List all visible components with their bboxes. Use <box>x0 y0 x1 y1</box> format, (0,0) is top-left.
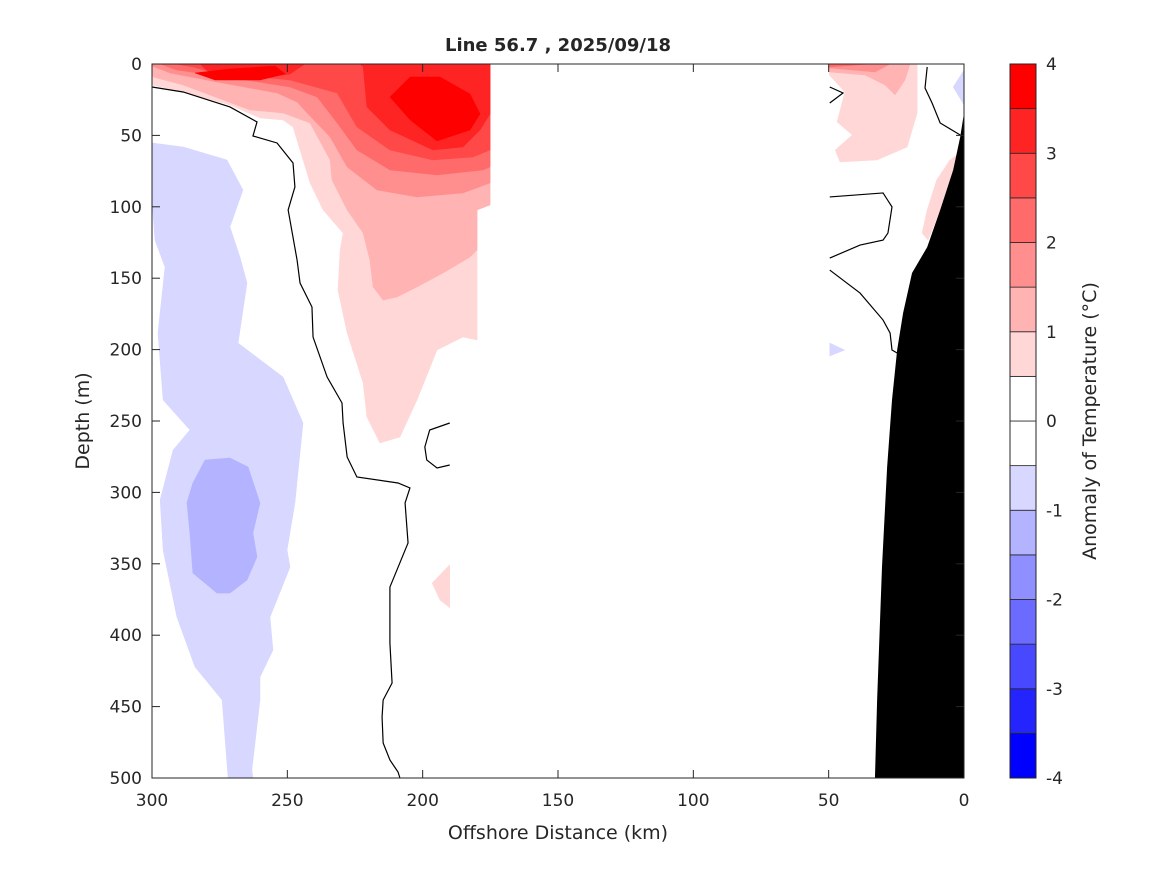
colorbar-swatch <box>1009 554 1037 600</box>
y-tick-label: 300 <box>110 483 142 503</box>
x-tick-label: 300 <box>136 791 168 811</box>
colorbar-swatch <box>1009 465 1037 511</box>
colorbar-swatch <box>1009 375 1037 422</box>
colorbar-swatch <box>1009 643 1037 690</box>
colorbar-tick-label: -1 <box>1046 501 1063 521</box>
colorbar-tick-label: -4 <box>1046 769 1063 789</box>
x-tick-label: 200 <box>406 791 438 811</box>
colorbar-frame <box>1009 63 1037 779</box>
colorbar-swatch <box>1009 242 1037 288</box>
y-tick-label: 250 <box>110 412 142 432</box>
colorbar-tick-label: 2 <box>1046 234 1057 254</box>
contour-region-14 <box>829 342 846 357</box>
zero-contour-line-0 <box>151 86 411 779</box>
y-tick-label: 100 <box>110 198 142 218</box>
colorbar-tick-label: -3 <box>1046 680 1063 700</box>
zero-contour-line-2 <box>829 86 845 104</box>
y-tick-label: 450 <box>110 698 142 718</box>
seafloor-land <box>874 112 964 778</box>
chart-title: Line 56.7 , 2025/09/18 <box>445 35 671 56</box>
x-axis-label: Offshore Distance (km) <box>448 822 668 844</box>
colorbar-swatch <box>1009 152 1037 199</box>
y-tick-label: 500 <box>110 769 142 789</box>
y-tick-label: 350 <box>110 555 142 575</box>
colorbar-tick-label: 1 <box>1046 323 1057 343</box>
contour-region-2 <box>186 457 261 594</box>
axis-ticks: 300 250 200 150 100 50 00501001502002503003504… <box>110 55 970 811</box>
colorbar-label: Anomaly of Temperature (°C) <box>1079 282 1101 560</box>
x-tick-label: 100 <box>677 791 709 811</box>
y-tick-label: 0 <box>131 55 142 75</box>
colorbar: 4 3 2 1 0 -1 -2 -3 -4 <box>1009 55 1063 789</box>
y-tick-label: 200 <box>110 341 142 361</box>
y-tick-label: 50 <box>120 126 142 146</box>
filled-contours <box>151 63 965 779</box>
colorbar-swatch <box>1009 63 1037 110</box>
colorbar-swatch <box>1009 197 1037 243</box>
colorbar-swatch <box>1009 331 1037 377</box>
x-tick-label: 150 <box>542 791 574 811</box>
colorbar-swatch <box>1009 688 1037 734</box>
zero-contour-line-4 <box>829 269 898 354</box>
x-tick-label: 250 <box>271 791 303 811</box>
zero-contour-lines <box>151 66 961 779</box>
colorbar-swatch <box>1009 599 1037 645</box>
x-tick-label: 50 <box>818 791 840 811</box>
colorbar-tick-label: 0 <box>1046 412 1057 432</box>
y-tick-label: 400 <box>110 626 142 646</box>
colorbar-swatch <box>1009 509 1037 556</box>
colorbar-swatch <box>1009 732 1037 779</box>
colorbar-tick-label: -2 <box>1046 591 1063 611</box>
x-tick-label: 0 <box>959 791 970 811</box>
zero-contour-line-3 <box>829 192 893 259</box>
colorbar-swatch <box>1009 420 1037 467</box>
y-tick-label: 150 <box>110 269 142 289</box>
contour-region-13 <box>828 322 897 624</box>
bathymetry-land <box>874 112 964 778</box>
y-axis-label: Depth (m) <box>72 372 94 469</box>
contour-region-4 <box>431 564 450 609</box>
contour-region-19 <box>828 63 911 96</box>
contour-region-11 <box>194 65 286 81</box>
zero-contour-line-5 <box>924 66 961 136</box>
colorbar-tick-label: 3 <box>1046 144 1057 164</box>
colorbar-swatch <box>1009 286 1037 333</box>
zero-contour-line-1 <box>424 422 450 469</box>
contour-region-12 <box>389 76 481 142</box>
colorbar-tick-label: 4 <box>1046 55 1057 75</box>
colorbar-swatch <box>1009 108 1037 154</box>
